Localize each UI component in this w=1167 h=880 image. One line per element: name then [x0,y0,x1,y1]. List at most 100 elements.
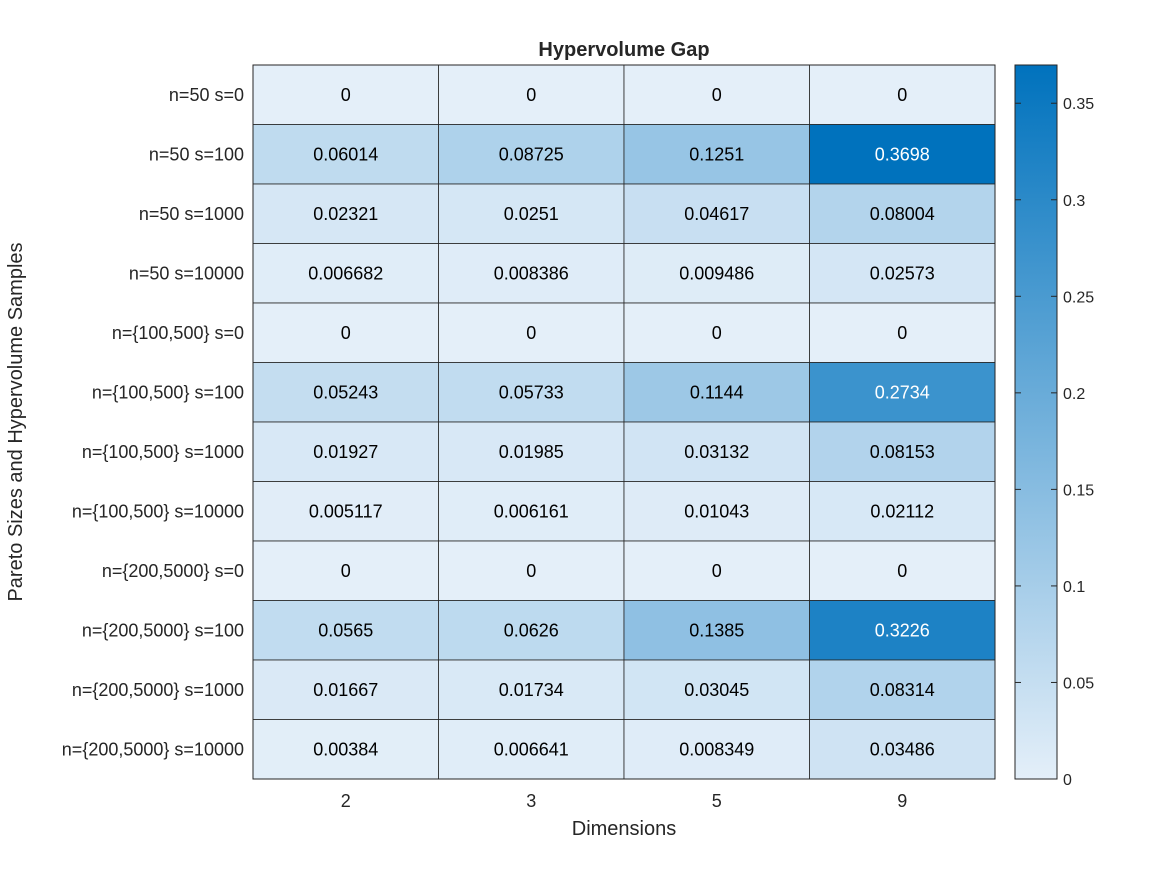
heatmap-cell-label: 0.01985 [499,442,564,462]
heatmap-cell-label: 0.0251 [504,204,559,224]
heatmap-cell-label: 0.05243 [313,382,378,402]
heatmap-cell [623,421,810,482]
heatmap-cell-label: 0.009486 [679,263,754,283]
x-tick-label: 9 [897,791,907,811]
y-tick-label: n={200,5000} s=1000 [72,680,244,700]
heatmap-cell [623,540,810,601]
y-tick-label: n={200,5000} s=100 [82,620,244,640]
heatmap-cell [623,481,810,542]
heatmap-cell-label: 0.006641 [494,739,569,759]
heatmap-cell [809,719,996,780]
heatmap-cell-label: 0.1251 [689,144,744,164]
heatmap-cell-label: 0.01667 [313,680,378,700]
heatmap-cell [623,243,810,304]
heatmap-cell-label: 0.08004 [870,204,935,224]
heatmap-cell-label: 0 [341,85,351,105]
heatmap-cell-label: 0.08725 [499,144,564,164]
heatmap-cell [438,302,625,363]
heatmap-cell-label: 0 [526,323,536,343]
heatmap-cell [809,421,996,482]
colorbar: 0 0.05 0.1 0.15 0.2 0.25 0.3 0.35 [1014,64,1094,789]
y-tick-label: n={100,500} s=100 [92,382,244,402]
heatmap-cell-label: 0.008349 [679,739,754,759]
heatmap-cell-label: 0.03486 [870,739,935,759]
y-tick-label: n=50 s=100 [149,144,244,164]
colorbar-tick-label: 0.2 [1063,386,1085,403]
heatmap-cell-label: 0.006161 [494,501,569,521]
heatmap-cell [809,302,996,363]
heatmap-cell [252,421,439,482]
colorbar-tick-label: 0.05 [1063,675,1094,692]
heatmap-cell [809,183,996,244]
heatmap-cell [252,719,439,780]
heatmap-cell-label: 0.1144 [690,382,744,402]
heatmap-cell [623,719,810,780]
heatmap-cell-label: 0.1385 [689,620,744,640]
heatmap-cell [809,64,996,125]
heatmap-cell-label: 0.06014 [313,144,378,164]
heatmap-cell-label: 0.005117 [309,501,383,521]
heatmap-cell-label: 0.0565 [318,620,373,640]
heatmap-cell [438,719,625,780]
y-tick-label: n={100,500} s=1000 [82,442,244,462]
colorbar-tick-label: 0.35 [1063,96,1094,113]
colorbar-tick-label: 0.1 [1063,579,1085,596]
heatmap-cell-label: 0.05733 [499,382,564,402]
heatmap-cell-label: 0 [341,561,351,581]
heatmap-cell [809,124,996,185]
heatmap-cell [252,124,439,185]
heatmap-cell-label: 0.008386 [494,263,569,283]
heatmap-cell-label: 0.2734 [875,382,930,402]
heatmap-cell [623,600,810,661]
heatmap-cell [438,124,625,185]
heatmap-cell-label: 0.3226 [875,620,930,640]
heatmap-cell [623,362,810,423]
heatmap-cell [438,243,625,304]
heatmap-cell [623,659,810,720]
heatmap-cells [252,64,996,780]
heatmap-cell-label: 0.00384 [313,739,378,759]
heatmap-cell [438,183,625,244]
heatmap-cell [252,302,439,363]
heatmap-cell [438,362,625,423]
heatmap-cell-label: 0.03132 [684,442,749,462]
heatmap-cell-label: 0.02573 [870,263,935,283]
heatmap-cell-label: 0.04617 [684,204,749,224]
heatmap-cell-label: 0 [526,85,536,105]
x-axis-ticks: 2 3 5 9 [341,791,908,811]
heatmap-cell [438,64,625,125]
y-tick-label: n=50 s=0 [169,85,244,105]
colorbar-tick-label: 0.15 [1063,482,1094,499]
colorbar-tick-label: 0.3 [1063,193,1085,210]
x-tick-label: 2 [341,791,351,811]
colorbar-tick-label: 0.25 [1063,289,1094,306]
heatmap-cell-label: 0 [341,323,351,343]
heatmap-cell [809,540,996,601]
heatmap-cell-label: 0 [712,85,722,105]
y-axis-label: Pareto Sizes and Hypervolume Samples [5,242,27,601]
heatmap-cell [252,600,439,661]
heatmap-cell-label: 0.08153 [870,442,935,462]
heatmap-cell-label: 0.08314 [870,680,935,700]
x-axis-label: Dimensions [572,818,676,840]
x-tick-label: 5 [712,791,722,811]
heatmap-cell-label: 0.02112 [870,501,934,521]
heatmap-cell [809,600,996,661]
heatmap-cell-label: 0 [526,561,536,581]
x-tick-label: 3 [526,791,536,811]
heatmap-cell [252,362,439,423]
y-tick-label: n={200,5000} s=0 [102,561,244,581]
heatmap-cell-label: 0 [712,323,722,343]
heatmap-cell-label: 0 [897,85,907,105]
heatmap-cell-label: 0.03045 [684,680,749,700]
y-tick-label: n={200,5000} s=10000 [62,739,244,759]
heatmap-cell [623,302,810,363]
heatmap-cell-label: 0.01734 [499,680,564,700]
heatmap-cell-label: 0 [897,561,907,581]
y-tick-label: n=50 s=1000 [139,204,244,224]
heatmap-cell [252,64,439,125]
heatmap-cell-label: 0 [897,323,907,343]
heatmap-cell-label: 0.0626 [504,620,559,640]
heatmap-cell [438,600,625,661]
